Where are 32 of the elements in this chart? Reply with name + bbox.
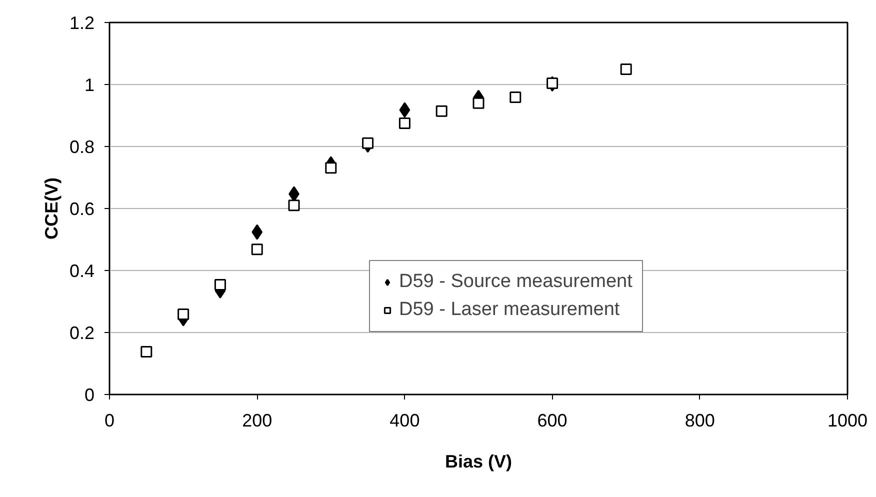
legend-label: D59 - Laser measurement bbox=[399, 299, 620, 321]
x-tick-label: 800 bbox=[684, 410, 715, 430]
y-axis-title: CCE(V) bbox=[41, 177, 62, 240]
y-tick-label: 0.6 bbox=[69, 199, 95, 219]
point bbox=[472, 97, 484, 109]
point bbox=[398, 118, 410, 129]
point bbox=[288, 200, 300, 212]
point bbox=[214, 279, 226, 291]
point bbox=[510, 91, 522, 103]
y-tick-label: 0.4 bbox=[69, 261, 95, 281]
y-tick-label: 1 bbox=[84, 75, 95, 95]
x-tick-label: 0 bbox=[104, 410, 115, 430]
legend-label: D59 - Source measurement bbox=[399, 271, 632, 293]
y-tick-label: 1.2 bbox=[69, 13, 95, 33]
x-tick-label: 200 bbox=[242, 410, 272, 430]
point bbox=[399, 102, 410, 118]
y-tick-label: 0.8 bbox=[69, 137, 95, 157]
y-tick-label: 0 bbox=[84, 385, 95, 405]
point bbox=[436, 105, 448, 117]
x-tick-label: 1000 bbox=[827, 410, 868, 430]
point bbox=[251, 244, 263, 256]
point bbox=[325, 162, 337, 174]
point bbox=[362, 137, 374, 149]
x-tick-label: 600 bbox=[537, 410, 568, 430]
point bbox=[178, 308, 190, 320]
x-tick-label: 400 bbox=[390, 410, 420, 430]
point bbox=[546, 78, 558, 90]
x-axis-title: Bias (V) bbox=[444, 452, 512, 472]
point bbox=[620, 64, 632, 76]
y-tick-label: 0.2 bbox=[69, 323, 95, 343]
point bbox=[140, 346, 152, 358]
point bbox=[252, 224, 263, 240]
